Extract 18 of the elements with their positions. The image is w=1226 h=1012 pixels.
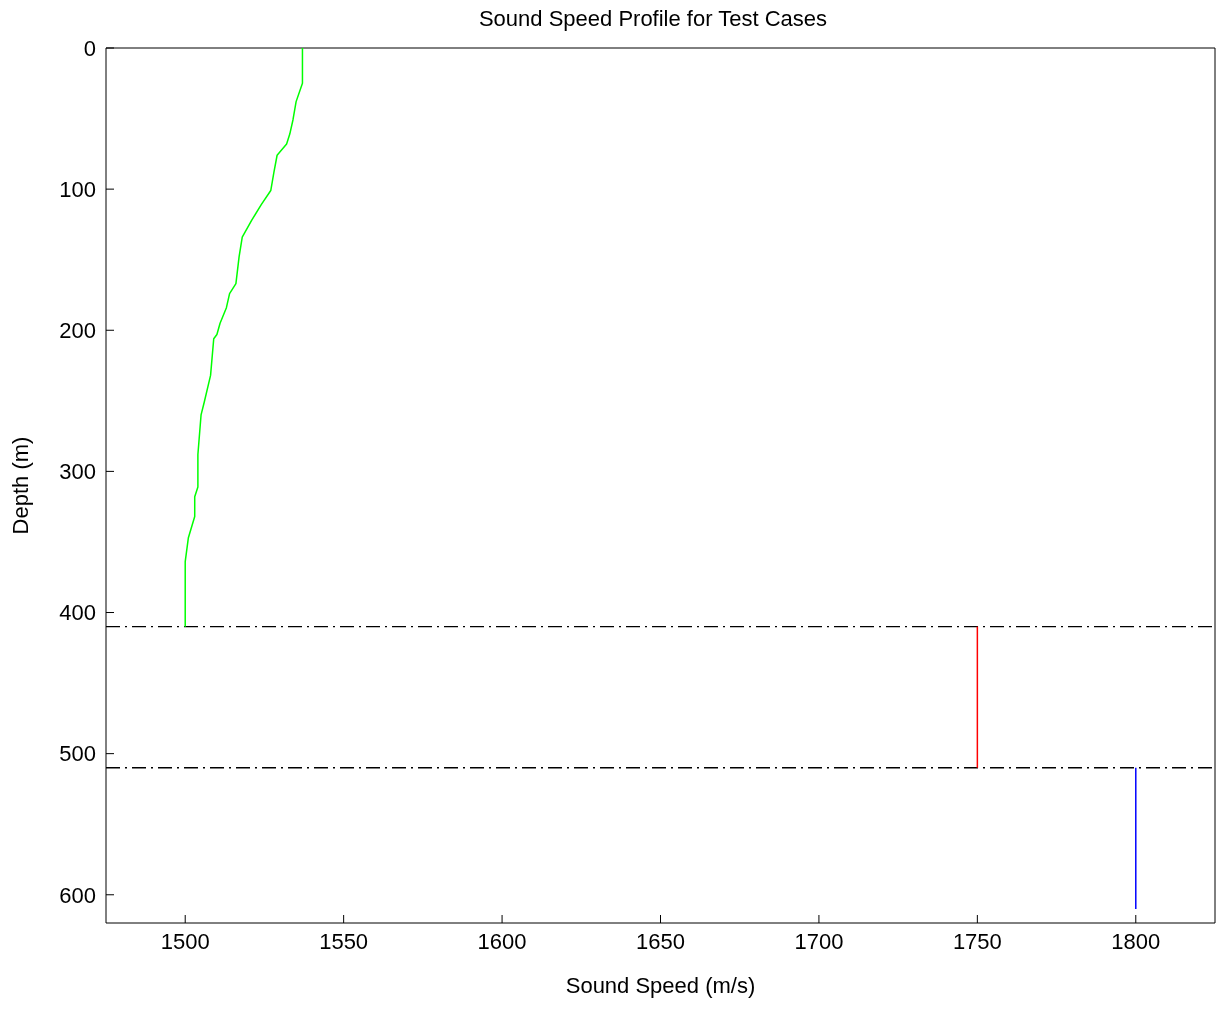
- y-tick-label: 500: [59, 741, 96, 767]
- y-tick-label: 0: [83, 35, 96, 61]
- y-tick-label: 200: [59, 318, 96, 344]
- x-tick-label: 1800: [1111, 928, 1161, 954]
- x-tick-label: 1550: [319, 928, 369, 954]
- x-tick-label: 1700: [794, 928, 844, 954]
- chart-title: Sound Speed Profile for Test Cases: [478, 6, 828, 31]
- line-series: [184, 48, 304, 628]
- x-tick-label: 1650: [636, 928, 685, 954]
- y-tick-label: 600: [59, 882, 96, 908]
- x-tick-label: 1600: [477, 928, 527, 954]
- x-tick-label: 1750: [952, 928, 1002, 954]
- y-axis-title: Depth (m): [7, 436, 33, 535]
- x-tick-label: 1500: [160, 928, 210, 954]
- y-tick-label: 400: [59, 600, 96, 626]
- y-tick-label: 100: [59, 176, 96, 202]
- x-axis-title: Sound Speed (m/s): [565, 973, 756, 998]
- y-tick-label: 300: [59, 459, 96, 485]
